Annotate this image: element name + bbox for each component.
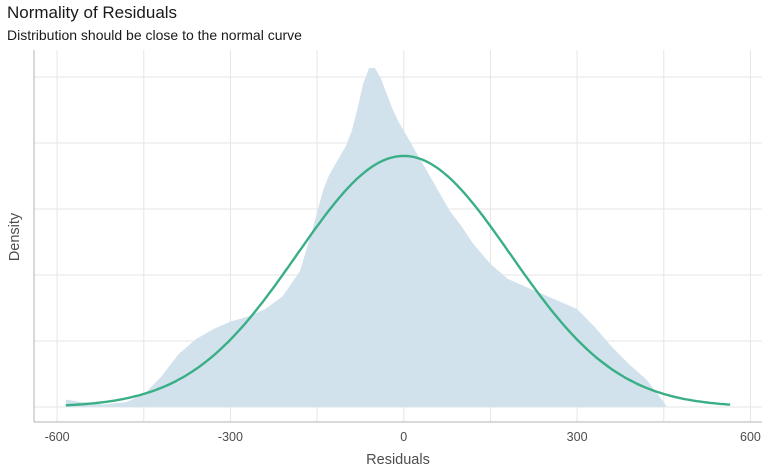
x-tick-label: -600 [45,430,70,444]
plot-area [65,68,731,407]
x-axis-label: Residuals [366,452,430,468]
axes: -600 -300 0 300 600 [33,50,762,444]
y-axis-label: Density [7,212,23,261]
normal-curve-line [65,154,731,407]
x-tick-label: 0 [400,430,407,444]
chart-title: Normality of Residuals [7,3,178,22]
x-tick-label: 600 [740,430,761,444]
x-tick-label: 300 [567,430,588,444]
chart-subtitle: Distribution should be close to the norm… [7,27,302,43]
x-tick-label: -300 [218,430,243,444]
density-area [65,68,667,407]
